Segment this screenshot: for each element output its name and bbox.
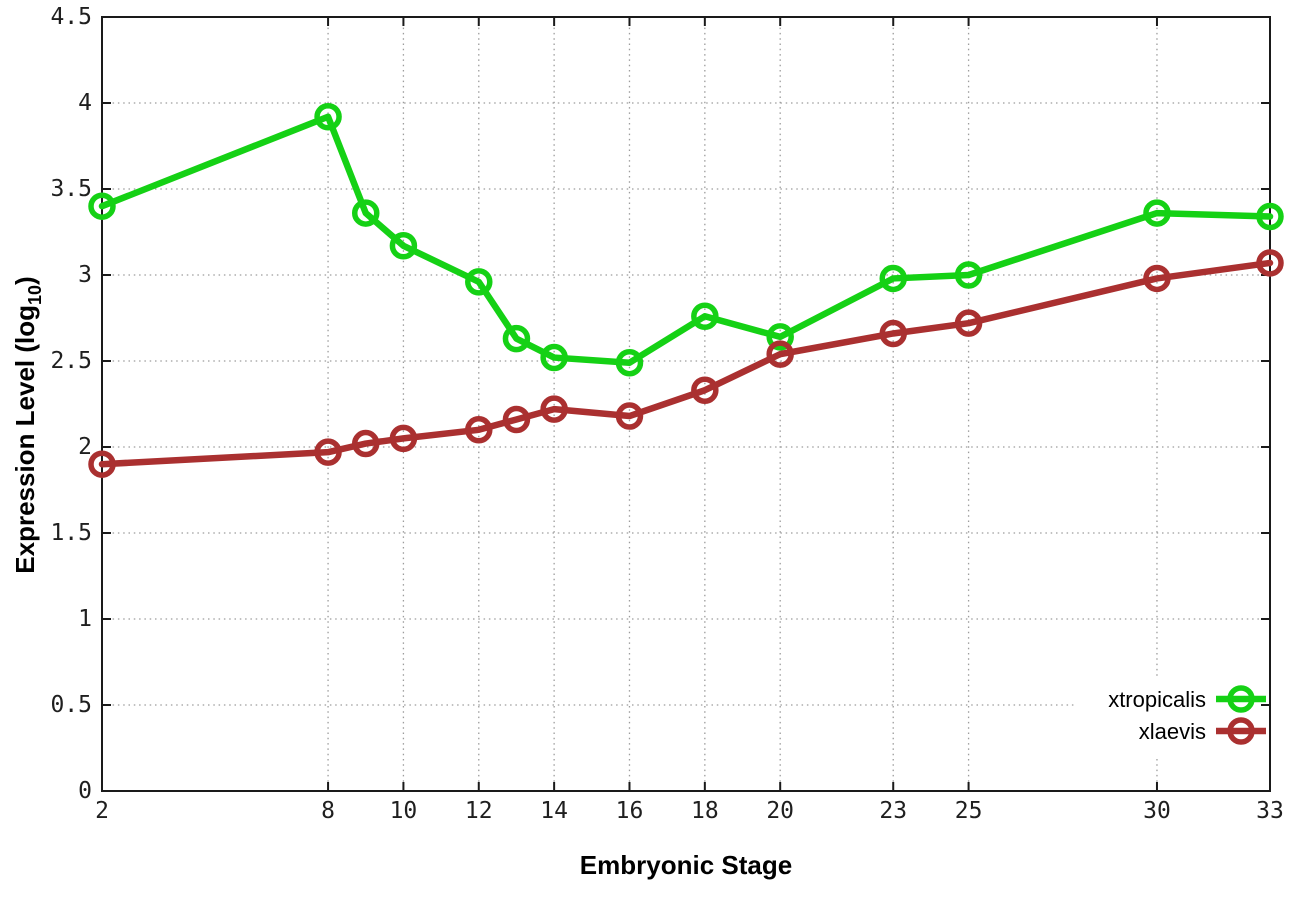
- y-tick-label: 3.5: [50, 176, 92, 202]
- legend-label-xlaevis: xlaevis: [1139, 719, 1206, 744]
- y-tick-label: 4.5: [50, 4, 92, 30]
- data-point-xlaevis: [314, 438, 342, 466]
- data-point-xtropicalis: [1256, 202, 1284, 231]
- data-point-xlaevis: [502, 405, 531, 434]
- data-point-xlaevis: [615, 402, 644, 430]
- y-axis-title-suffix: ): [10, 276, 40, 285]
- data-point-xlaevis: [389, 424, 418, 453]
- y-tick-label: 0: [78, 778, 92, 804]
- data-point-xlaevis: [954, 309, 983, 337]
- data-point-xlaevis: [691, 376, 719, 404]
- x-tick-label: 14: [540, 798, 568, 824]
- data-point-xlaevis: [879, 319, 907, 348]
- plot-border: [101, 16, 1271, 792]
- data-point-xlaevis: [1256, 249, 1284, 277]
- data-point-xtropicalis: [615, 348, 644, 377]
- x-tick-label: 20: [766, 798, 794, 824]
- series-line-xtropicalis: [98, 113, 1274, 366]
- data-point-xtropicalis: [351, 199, 380, 227]
- y-tick-label: 1.5: [50, 520, 92, 546]
- data-point-xtropicalis: [879, 264, 907, 293]
- data-point-xlaevis: [88, 450, 116, 478]
- y-tick-label: 0.5: [50, 692, 92, 718]
- data-point-xlaevis: [351, 429, 380, 458]
- x-tick-label: 2: [95, 798, 109, 824]
- legend-label-xtropicalis: xtropicalis: [1108, 687, 1206, 712]
- x-tick-label: 12: [465, 798, 493, 824]
- data-point-xtropicalis: [540, 343, 568, 372]
- x-tick-label: 30: [1143, 798, 1171, 824]
- data-point-xtropicalis: [1143, 199, 1171, 227]
- series-line-xlaevis: [98, 259, 1274, 468]
- data-point-xlaevis: [540, 395, 568, 423]
- x-tick-label: 33: [1256, 798, 1284, 824]
- data-point-xtropicalis: [502, 324, 531, 353]
- data-point-xtropicalis: [88, 192, 116, 220]
- data-point-xlaevis: [1143, 264, 1171, 293]
- legend-marker-xlaevis: [1227, 717, 1255, 745]
- data-point-xlaevis: [766, 340, 794, 368]
- x-tick-label: 23: [879, 798, 907, 824]
- y-tick-label: 4: [78, 90, 92, 116]
- y-axis-title: Expression Level (log10): [10, 276, 45, 573]
- y-tick-label: 3: [78, 262, 92, 288]
- data-point-xlaevis: [465, 416, 493, 444]
- x-tick-label: 16: [616, 798, 644, 824]
- y-tick-label: 1: [78, 606, 92, 632]
- data-point-xtropicalis: [465, 268, 493, 296]
- data-point-xtropicalis: [691, 302, 719, 331]
- data-point-xtropicalis: [766, 323, 794, 351]
- x-tick-label: 18: [691, 798, 719, 824]
- x-axis-title: Embryonic Stage: [580, 850, 792, 880]
- y-tick-label: 2: [78, 434, 92, 460]
- x-tick-label: 8: [321, 798, 335, 824]
- data-point-xtropicalis: [314, 103, 342, 131]
- legend-marker-xtropicalis: [1227, 685, 1255, 713]
- data-point-xtropicalis: [954, 261, 983, 289]
- x-tick-label: 10: [390, 798, 418, 824]
- y-axis-title-text: Expression Level (log: [10, 305, 40, 574]
- y-axis-title-subscript: 10: [25, 285, 45, 305]
- x-tick-label: 25: [955, 798, 983, 824]
- data-point-xtropicalis: [389, 232, 418, 260]
- y-tick-label: 2.5: [50, 348, 92, 374]
